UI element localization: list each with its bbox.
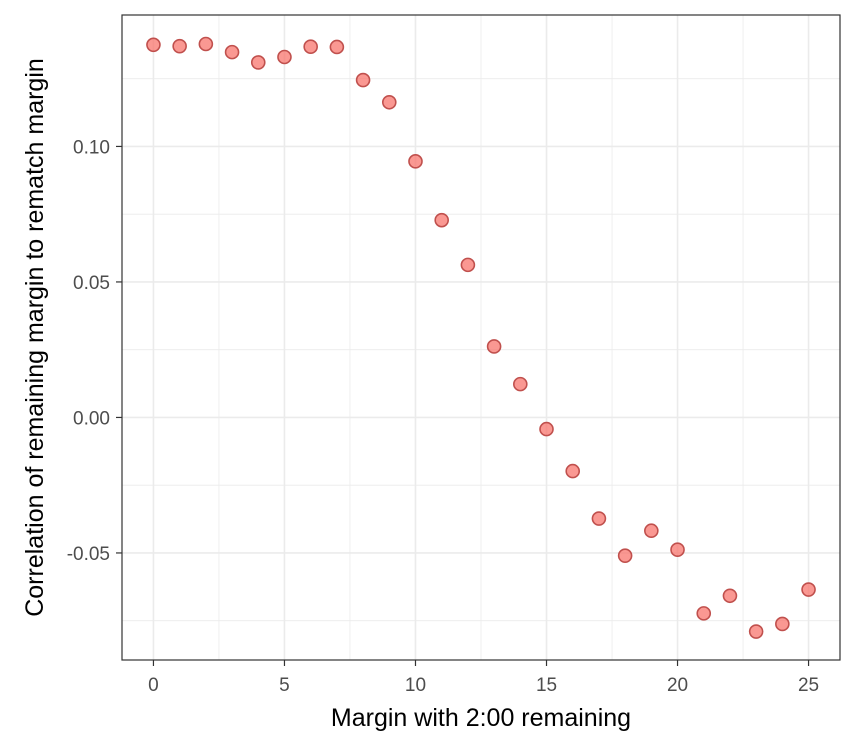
data-point	[565, 463, 581, 479]
y-axis: -0.05 0.00 0.05 0.10	[67, 137, 122, 565]
data-point	[513, 376, 528, 392]
data-point	[460, 257, 476, 273]
data-point	[591, 511, 607, 526]
data-point	[224, 44, 240, 60]
y-tick-label: -0.05	[67, 544, 110, 565]
x-tick-label: 20	[667, 675, 688, 696]
data-point	[198, 36, 214, 52]
data-point	[408, 154, 423, 169]
data-point	[277, 49, 292, 65]
data-point	[775, 616, 790, 632]
data-point	[801, 582, 816, 597]
data-point	[146, 37, 161, 53]
y-axis-title: Correlation of remaining margin to remat…	[21, 58, 49, 617]
x-tick-label: 25	[798, 675, 819, 696]
minor-gridlines	[122, 15, 840, 660]
y-tick-label: 0.05	[73, 273, 110, 294]
data-point	[381, 94, 397, 110]
data-points	[146, 36, 816, 639]
data-point	[434, 212, 449, 228]
data-point	[748, 624, 764, 639]
panel-border	[121, 14, 841, 661]
data-point	[172, 38, 187, 54]
data-point	[486, 339, 502, 354]
x-tick-label: 5	[279, 675, 290, 696]
x-tick-label: 0	[148, 675, 159, 696]
y-tick-label: 0.00	[73, 408, 110, 429]
x-tick-label: 10	[405, 675, 426, 696]
x-axis: 0 5 10 15 20 25	[148, 660, 819, 696]
data-point	[696, 606, 712, 621]
x-tick-label: 15	[536, 675, 557, 696]
x-axis-title: Margin with 2:00 remaining	[331, 704, 631, 732]
data-point	[670, 542, 685, 557]
data-point	[329, 39, 345, 55]
data-point	[539, 421, 554, 437]
data-point	[644, 523, 659, 539]
data-point	[303, 39, 318, 55]
data-point	[722, 588, 738, 604]
major-gridlines	[122, 15, 840, 660]
y-tick-label: 0.10	[73, 137, 110, 158]
data-point	[617, 548, 633, 563]
data-point	[355, 72, 371, 88]
data-point	[250, 55, 266, 70]
